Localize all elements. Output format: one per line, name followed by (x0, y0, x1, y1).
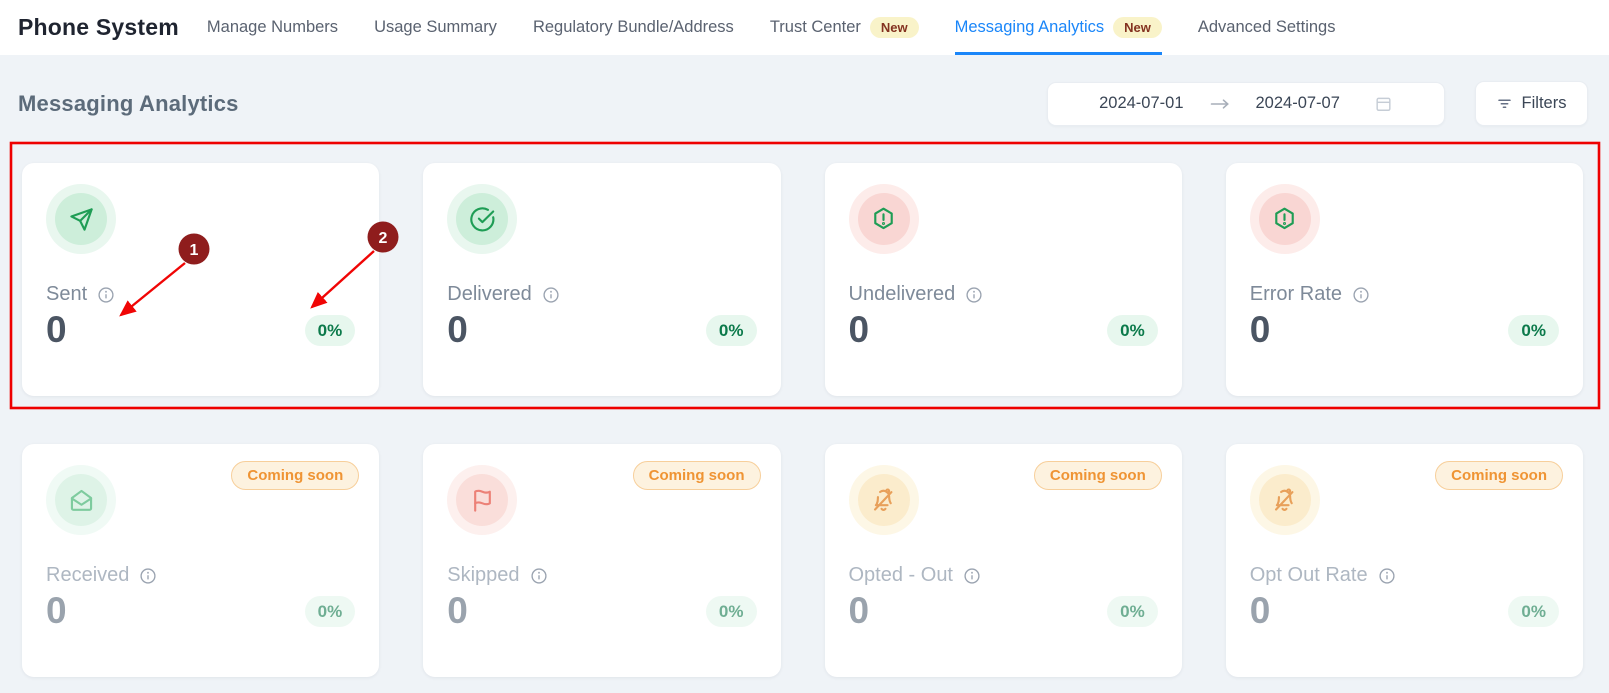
metric-label: Delivered (447, 283, 532, 305)
metric-label: Error Rate (1249, 283, 1342, 305)
tab-trust-center[interactable]: Trust Center New (770, 0, 919, 55)
info-icon[interactable] (542, 286, 560, 304)
tab-advanced-settings[interactable]: Advanced Settings (1198, 0, 1336, 55)
coming-soon-badge: Coming soon (231, 461, 360, 490)
metric-card-delivered: Delivered 0 0% (423, 163, 781, 396)
metric-rate-badge: 0% (1107, 314, 1158, 346)
header: Phone System Manage Numbers Usage Summar… (0, 0, 1609, 55)
send-icon (55, 193, 107, 245)
metrics-grid: Sent 0 0% Delivered 0 0% (0, 163, 1609, 677)
metric-card-opt-out-rate: Coming soon Opt Out Rate 0 0% (1225, 444, 1583, 677)
tab-label: Advanced Settings (1197, 17, 1336, 36)
filters-button[interactable]: Filters (1475, 81, 1588, 126)
metric-card-skipped: Coming soon Skipped 0 0% (423, 444, 781, 677)
metric-value: 0 (447, 590, 468, 631)
tab-label: Manage Numbers (206, 17, 339, 36)
alert-hexagon-icon (1258, 193, 1311, 245)
metric-rate-badge: 0% (304, 314, 356, 346)
tab-label: Messaging Analytics (954, 17, 1105, 36)
metric-label: Opted - Out (848, 564, 954, 586)
metric-card-error-rate: Error Rate 0 0% (1225, 163, 1583, 396)
date-end-value[interactable]: 2024-07-07 (1255, 94, 1340, 112)
metric-value: 0 (848, 590, 870, 631)
metric-label: Undelivered (848, 283, 956, 305)
metric-rate-badge: 0% (1508, 314, 1559, 346)
flag-icon (456, 474, 509, 526)
bell-off-icon (857, 474, 910, 526)
metric-value: 0 (1249, 309, 1271, 350)
metric-card-sent: Sent 0 0% (22, 163, 380, 396)
info-icon[interactable] (963, 567, 981, 585)
filters-label: Filters (1521, 94, 1567, 112)
app-title: Phone System (18, 14, 179, 40)
toolbar: Messaging Analytics 2024-07-01 2024-07-0… (18, 81, 1588, 126)
check-circle-icon (456, 193, 509, 245)
metric-card-undelivered: Undelivered 0 0% (824, 163, 1182, 396)
calendar-icon (1374, 94, 1393, 113)
metric-rate-badge: 0% (1508, 595, 1559, 627)
coming-soon-badge: Coming soon (1033, 461, 1162, 490)
bell-off-icon (1258, 474, 1311, 526)
page-title: Messaging Analytics (18, 90, 239, 116)
metric-rate-badge: 0% (304, 595, 356, 627)
metric-rate-badge: 0% (705, 314, 757, 346)
date-range-picker[interactable]: 2024-07-01 2024-07-07 (1047, 81, 1445, 126)
metric-label: Received (46, 564, 130, 586)
tab-label: Regulatory Bundle/Address (532, 17, 734, 36)
new-badge: New (1113, 16, 1162, 38)
metric-value: 0 (46, 590, 67, 631)
metric-card-opted-out: Coming soon Opted - Out 0 0% (824, 444, 1182, 677)
info-icon[interactable] (1378, 567, 1396, 585)
filter-icon (1497, 96, 1512, 111)
metric-rate-badge: 0% (705, 595, 757, 627)
date-start-value[interactable]: 2024-07-01 (1099, 94, 1184, 112)
arrow-right-icon (1210, 98, 1230, 110)
tab-bar: Manage Numbers Usage Summary Regulatory … (207, 0, 1336, 55)
metric-value: 0 (447, 309, 468, 350)
tab-messaging-analytics[interactable]: Messaging Analytics New (954, 0, 1162, 55)
info-icon[interactable] (139, 567, 157, 585)
alert-hexagon-icon (857, 193, 910, 245)
metric-value: 0 (1249, 590, 1271, 631)
coming-soon-badge: Coming soon (1435, 461, 1563, 490)
info-icon[interactable] (530, 567, 548, 585)
mail-open-icon (55, 474, 107, 526)
metric-label: Opt Out Rate (1249, 564, 1368, 586)
tab-manage-numbers[interactable]: Manage Numbers (207, 0, 338, 55)
metric-label: Sent (46, 283, 88, 305)
tab-usage-summary[interactable]: Usage Summary (374, 0, 497, 55)
toolbar-right: 2024-07-01 2024-07-07 Filters (1047, 81, 1588, 126)
tab-label: Trust Center (769, 17, 861, 36)
metric-card-received: Coming soon Received 0 0% (22, 444, 380, 677)
metric-value: 0 (46, 309, 67, 350)
new-badge: New (869, 16, 919, 38)
tab-label: Usage Summary (374, 17, 497, 36)
tab-regulatory-bundle[interactable]: Regulatory Bundle/Address (533, 0, 734, 55)
info-icon[interactable] (97, 286, 115, 304)
info-icon[interactable] (1352, 286, 1370, 304)
metric-value: 0 (848, 309, 870, 350)
metric-label: Skipped (447, 564, 520, 586)
info-icon[interactable] (965, 286, 983, 304)
metric-rate-badge: 0% (1107, 595, 1158, 627)
coming-soon-badge: Coming soon (632, 461, 761, 490)
